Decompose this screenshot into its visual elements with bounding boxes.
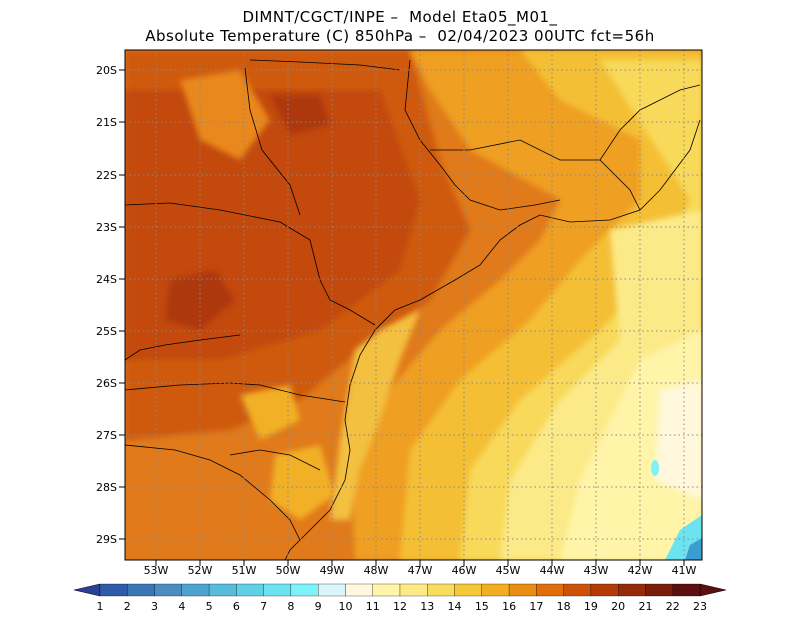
colorbar-segment	[590, 583, 619, 597]
lon-tick-label: 45W	[496, 564, 521, 577]
colorbar-label: 6	[233, 600, 240, 613]
colorbar-label: 21	[638, 600, 652, 613]
colorbar-label: 19	[584, 600, 598, 613]
colorbar-label: 7	[260, 600, 267, 613]
colorbar-segment	[427, 583, 455, 597]
colorbar-segment	[672, 583, 701, 597]
colorbar-label: 14	[448, 600, 462, 613]
lon-tick-label: 49W	[320, 564, 345, 577]
colorbar-label: 17	[529, 600, 543, 613]
tick-marks	[119, 69, 685, 566]
lat-tick-label: 20S	[96, 64, 117, 77]
chart-title-line2: Absolute Temperature (C) 850hPa – 02/04/…	[145, 27, 655, 45]
colorbar-segment	[318, 583, 346, 597]
colorbar-segment	[563, 583, 592, 597]
colorbar-segment	[508, 583, 537, 597]
colorbar-label: 5	[206, 600, 213, 613]
colorbar-segment	[263, 583, 292, 597]
lon-tick-label: 50W	[276, 564, 301, 577]
lat-tick-label: 25S	[96, 325, 117, 338]
chart-title-line1: DIMNT/CGCT/INPE – Model Eta05_M01_	[242, 8, 558, 26]
colorbar-segment	[99, 583, 128, 597]
lat-tick-label: 27S	[96, 429, 117, 442]
colorbar-label: 4	[178, 600, 185, 613]
colorbar-label: 13	[420, 600, 434, 613]
colorbar-segment	[345, 583, 373, 597]
colorbar-label: 9	[315, 600, 322, 613]
colorbar-segment	[154, 583, 182, 597]
colorbar-segment	[127, 583, 155, 597]
map-frame	[124, 49, 703, 561]
colorbar-segment	[208, 583, 237, 597]
colorbar-segment	[290, 583, 319, 597]
lon-tick-label: 53W	[144, 564, 169, 577]
colorbar-label: 10	[338, 600, 352, 613]
colorbar-label: 22	[666, 600, 680, 613]
graticule	[125, 50, 702, 560]
lat-tick-label: 22S	[96, 169, 117, 182]
lat-tick-label: 29S	[96, 533, 117, 546]
lat-tick-label: 23S	[96, 221, 117, 234]
colorbar-label: 11	[366, 600, 380, 613]
lon-tick-label: 43W	[584, 564, 609, 577]
coastline-and-borders	[125, 59, 701, 560]
latitude-labels: 20S 21S 22S 23S 24S 25S 26S 27S 28S 29S	[96, 64, 117, 546]
lon-tick-label: 42W	[628, 564, 653, 577]
lon-tick-label: 47W	[408, 564, 433, 577]
colorbar-segment	[536, 583, 564, 597]
colorbar-segment	[181, 583, 210, 597]
colorbar-segment	[618, 583, 646, 597]
colorbar-label: 15	[475, 600, 489, 613]
lon-tick-label: 48W	[364, 564, 389, 577]
colorbar-arrow-right	[699, 583, 727, 597]
colorbar-label: 3	[151, 600, 158, 613]
colorbar: 1 2 3 4 5 6 7 8 9 10 11 12 13 14 15 16 17 18 19 20 21 22 23	[73, 583, 727, 613]
lat-tick-label: 28S	[96, 481, 117, 494]
colorbar-segment	[645, 583, 673, 597]
colorbar-label: 16	[502, 600, 516, 613]
temperature-field	[125, 50, 702, 560]
colorbar-label: 2	[124, 600, 131, 613]
lon-tick-label: 44W	[540, 564, 565, 577]
longitude-labels: 53W 52W 51W 50W 49W 48W 47W 46W 45W 44W …	[144, 564, 697, 577]
colorbar-segment	[481, 583, 510, 597]
colorbar-segment	[454, 583, 482, 597]
colorbar-label: 23	[693, 600, 707, 613]
lon-tick-label: 51W	[232, 564, 257, 577]
lat-tick-label: 21S	[96, 116, 117, 129]
colorbar-segment	[236, 583, 264, 597]
colorbar-segment	[372, 583, 401, 597]
lon-tick-label: 46W	[452, 564, 477, 577]
colorbar-label: 8	[287, 600, 294, 613]
colorbar-label: 12	[393, 600, 407, 613]
lon-tick-label: 41W	[672, 564, 697, 577]
colorbar-label: 20	[611, 600, 625, 613]
colorbar-label: 18	[557, 600, 571, 613]
lon-tick-label: 52W	[188, 564, 213, 577]
lat-tick-label: 24S	[96, 273, 117, 286]
colorbar-label: 1	[97, 600, 104, 613]
colorbar-segment	[399, 583, 428, 597]
colorbar-arrow-left	[73, 583, 101, 597]
lat-tick-label: 26S	[96, 377, 117, 390]
